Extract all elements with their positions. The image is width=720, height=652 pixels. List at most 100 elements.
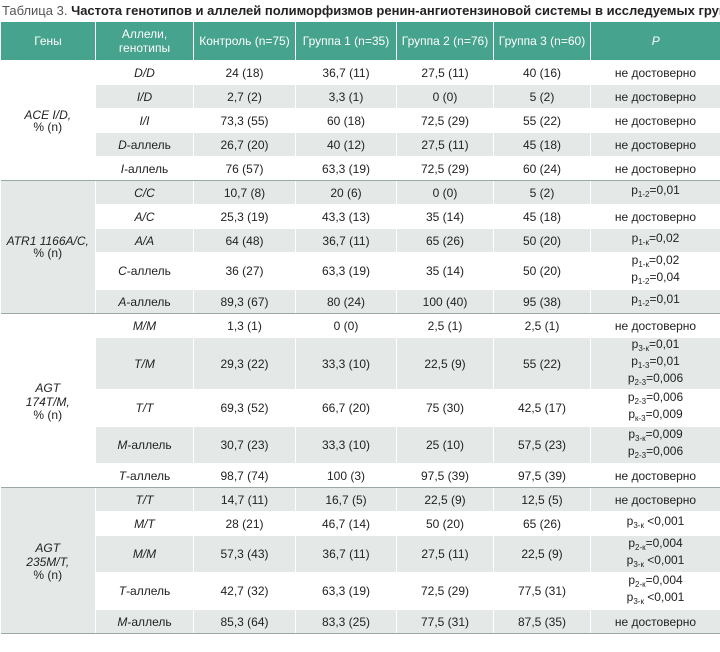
allele-text: A/C xyxy=(134,209,155,224)
value-cell: 28 (21) xyxy=(193,511,296,536)
gene-cell: AGT 235M/T,% (n) xyxy=(0,487,96,634)
value-cell: 2,7 (2) xyxy=(193,84,296,109)
value-cell: 5 (2) xyxy=(493,84,591,109)
p-line: p2-3=0,006 xyxy=(593,372,718,389)
table-row: I/D 2,7 (2) 3,3 (1) 0 (0) 5 (2) не достоверно xyxy=(1,84,720,109)
value-cell: 72,5 (29) xyxy=(396,572,494,610)
p-base: p xyxy=(626,514,634,528)
value-text: 63,3 (19) xyxy=(321,584,371,598)
table-row: I-аллель 76 (57) 63,3 (19) 72,5 (29) 60 (24)… xyxy=(1,156,720,181)
value-cell: 10,7 (8) xyxy=(193,180,296,205)
value-cell: 35 (14) xyxy=(396,204,494,229)
p-subscript: 3-к xyxy=(633,521,644,530)
value-cell: 57,3 (43) xyxy=(193,535,296,573)
p-value: =0,006 xyxy=(646,390,684,404)
header-text: Группа 2 (n=76) xyxy=(401,34,489,48)
table-row: M/T 28 (21) 46,7 (14) 50 (20) 65 (26) p3-к <0… xyxy=(1,511,720,536)
value-text: 26,7 (20) xyxy=(220,137,269,152)
p-text: не достоверно xyxy=(614,89,697,104)
p-base: p xyxy=(631,270,638,284)
p-line: p1-2=0,01 xyxy=(593,184,718,201)
p-subscript: 2-3 xyxy=(634,397,647,406)
value-cell: 22,5 (9) xyxy=(493,535,591,573)
value-cell: 63,3 (19) xyxy=(295,252,397,290)
value-text: 35 (14) xyxy=(425,209,465,224)
value-cell: 40 (12) xyxy=(295,132,397,157)
value-text: 14,7 (11) xyxy=(220,492,269,507)
p-base: p xyxy=(631,231,639,245)
value-text: 40 (16) xyxy=(522,65,562,80)
table: Гены Аллели, генотипы Контроль (n=75) Групп… xyxy=(0,22,720,634)
p-text: не достоверно xyxy=(614,318,697,333)
value-text: 24 (18) xyxy=(225,65,264,80)
p-value: <0,001 xyxy=(643,590,685,604)
value-cell: 45 (18) xyxy=(493,132,591,157)
p-cell: p2-3=0,006 pк-3=0,009 xyxy=(590,389,720,427)
table-row: A/A 64 (48) 36,7 (11) 65 (26) 50 (20) p1-к=0,… xyxy=(1,228,720,253)
value-text: 75 (30) xyxy=(425,401,465,415)
value-cell: 57,5 (23) xyxy=(493,426,591,464)
p-cell: не достоверно xyxy=(590,60,720,85)
value-cell: 33,3 (10) xyxy=(295,426,397,464)
value-text: 20 (6) xyxy=(330,185,362,200)
value-text: 85,3 (64) xyxy=(220,614,269,629)
gene-unit: % (n) xyxy=(33,567,63,582)
value-text: 60 (18) xyxy=(326,113,366,128)
value-text: 1,3 (1) xyxy=(227,318,262,333)
value-text: 97,5 (39) xyxy=(420,468,470,483)
value-text: 2,5 (1) xyxy=(524,318,560,333)
header-cell: Аллели, генотипы xyxy=(95,22,194,61)
caption-label: Таблица 3. xyxy=(2,3,68,18)
value-text: 77,5 (31) xyxy=(420,614,470,629)
value-cell: 83,3 (25) xyxy=(295,609,397,634)
value-cell: 36,7 (11) xyxy=(295,60,397,85)
p-line: p3-к=0,01 xyxy=(593,338,718,355)
value-cell: 60 (24) xyxy=(493,156,591,181)
allele-text: C/C xyxy=(134,185,155,200)
value-text: 50 (20) xyxy=(522,233,562,248)
allele-cell: T/T xyxy=(95,487,194,512)
p-line: p3-к <0,001 xyxy=(593,591,718,608)
header-cell: Группа 3 (n=60) xyxy=(493,22,591,61)
value-cell: 75 (30) xyxy=(396,389,494,427)
value-cell: 35 (14) xyxy=(396,252,494,290)
header-cell: P xyxy=(590,22,720,61)
value-cell: 85,3 (64) xyxy=(193,609,296,634)
p-cell: p3-к=0,009 p2-3=0,006 xyxy=(590,426,720,464)
value-text: 36 (27) xyxy=(225,264,264,278)
value-cell: 24 (18) xyxy=(193,60,296,85)
value-text: 95 (38) xyxy=(522,294,562,309)
value-cell: 2,5 (1) xyxy=(396,313,494,338)
allele-suffix: -аллель xyxy=(126,137,171,152)
value-cell: 63,3 (19) xyxy=(295,572,397,610)
p-line: p2-к=0,004 xyxy=(593,537,718,554)
p-cell: не достоверно xyxy=(590,463,720,488)
allele-cell: M/M xyxy=(95,313,194,338)
value-text: 0 (0) xyxy=(432,185,458,200)
p-value: =0,01 xyxy=(648,337,680,351)
table-body: ACE I/D,% (n) D/D 24 (18) 36,7 (11) 27,5 (11… xyxy=(0,60,720,634)
table-row: C-аллель 36 (27) 63,3 (19) 35 (14) 50 (20) p1… xyxy=(1,252,720,290)
allele-text: I/I xyxy=(139,113,150,128)
p-text: не достоверно xyxy=(614,492,697,507)
allele-letter: T xyxy=(118,468,127,483)
table-row: M-аллель 30,7 (23) 33,3 (10) 25 (10) 57,5 (2… xyxy=(1,426,720,464)
value-text: 63,3 (19) xyxy=(321,264,371,278)
p-base: p xyxy=(626,590,634,604)
value-cell: 25,3 (19) xyxy=(193,204,296,229)
value-cell: 66,7 (20) xyxy=(295,389,397,427)
p-subscript: 2-к xyxy=(635,580,646,589)
p-line: p2-3=0,006 xyxy=(593,445,718,462)
allele-suffix: -аллель xyxy=(126,264,171,278)
p-value: =0,01 xyxy=(649,183,680,197)
value-cell: 73,3 (55) xyxy=(193,108,296,133)
allele-text: M/M xyxy=(132,547,157,561)
p-subscript: 3-к xyxy=(633,560,644,569)
value-cell: 29,3 (22) xyxy=(193,337,296,390)
value-cell: 36,7 (11) xyxy=(295,228,397,253)
p-cell: p1-2=0,01 xyxy=(590,180,720,205)
allele-cell: I/I xyxy=(95,108,194,133)
p-line: p2-к=0,004 xyxy=(593,574,718,591)
p-subscript: 3-к xyxy=(633,597,644,606)
